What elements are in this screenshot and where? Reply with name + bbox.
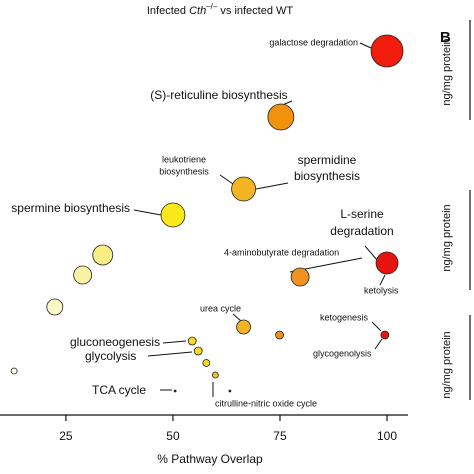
leader-line	[379, 274, 386, 286]
annotation: gluconeogenesis	[70, 335, 160, 349]
leader-line	[371, 321, 382, 332]
annotation: ketogenesis	[320, 312, 369, 322]
bubble	[290, 267, 310, 287]
bubble	[193, 346, 203, 356]
x-tick-label: 50	[166, 429, 180, 443]
x-tick-label: 25	[59, 429, 73, 443]
annotation: leukotriene	[162, 154, 206, 164]
annotation: citrulline-nitric oxide cycle	[215, 398, 317, 408]
bubble	[211, 371, 219, 379]
bubble	[375, 251, 399, 275]
title-gene: Cth	[189, 5, 206, 17]
annotation: degradation	[330, 224, 393, 238]
x-tick-label: 100	[377, 429, 397, 443]
bubble	[275, 330, 284, 340]
annotation: 4-aminobutyrate degradation	[224, 247, 339, 257]
bubble	[231, 176, 257, 202]
annotation: ketolysis	[364, 285, 399, 295]
leader-line	[364, 245, 378, 261]
annotation: biosynthesis	[159, 166, 209, 176]
x-tick-label: 75	[273, 429, 287, 443]
leader-line	[147, 351, 193, 357]
leader-line	[133, 209, 162, 216]
leader-line	[359, 42, 372, 49]
bubble	[228, 389, 232, 393]
annotation: spermidine	[298, 153, 357, 167]
panel-b-y-label: ng/mg protein	[441, 204, 453, 271]
bubble	[92, 244, 114, 266]
leader-line	[219, 174, 234, 185]
annotation: glycogenolysis	[313, 348, 372, 358]
title-suffix: vs infected WT	[217, 5, 293, 17]
leader-line	[162, 340, 187, 344]
chart-title: Infected Cth–/– vs infected WT	[147, 2, 294, 17]
panel-b-y-label: ng/mg protein	[441, 38, 453, 105]
bubble	[380, 330, 390, 340]
panel-letter: B	[440, 29, 451, 46]
bubble	[173, 389, 177, 393]
leader-line	[374, 338, 383, 350]
annotation: glycolysis	[85, 349, 136, 363]
bubble	[187, 336, 197, 346]
bubble	[160, 202, 186, 228]
annotation: L-serine	[340, 207, 384, 221]
annotation: urea cycle	[200, 303, 241, 313]
bubble	[236, 319, 252, 335]
bubble	[267, 103, 295, 131]
annotation: biosynthesis	[294, 169, 360, 183]
annotation: (S)-reticuline biosynthesis	[150, 88, 287, 102]
bubble	[10, 367, 18, 375]
x-axis-label: % Pathway Overlap	[157, 452, 263, 466]
leader-line	[232, 313, 242, 322]
bubble	[202, 359, 211, 367]
annotation: spermine biosynthesis	[11, 201, 130, 215]
panel-b-y-label: ng/mg protein	[441, 331, 453, 398]
leader-line	[255, 182, 289, 190]
bubble	[370, 34, 404, 68]
title-superscript: –/–	[206, 2, 218, 11]
title-prefix: Infected	[147, 5, 189, 17]
annotation: TCA cycle	[92, 383, 146, 397]
bubble	[73, 265, 93, 285]
bubble	[46, 298, 64, 316]
annotation: galactose degradation	[269, 37, 358, 47]
